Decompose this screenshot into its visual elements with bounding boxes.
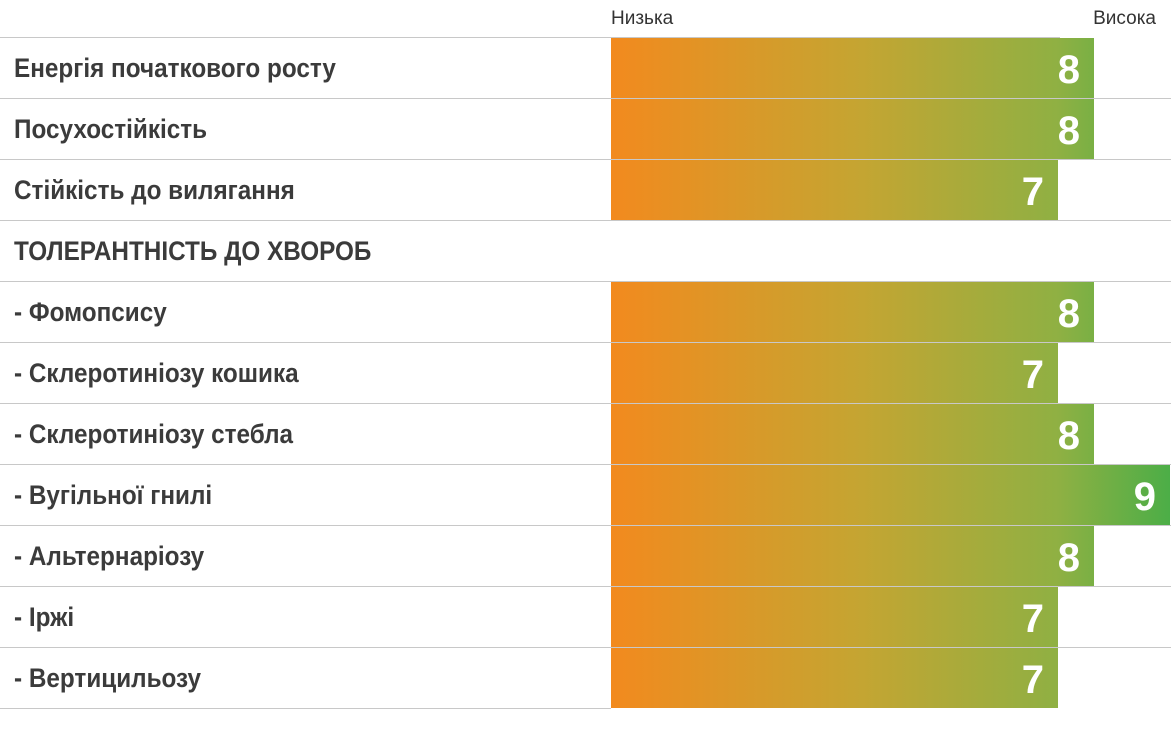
rating-bar: 8 <box>611 404 1094 464</box>
rating-bar-fill <box>611 404 1094 464</box>
row-label: - Склеротиніозу стебла <box>14 419 294 449</box>
rating-value-label: 7 <box>1021 353 1044 397</box>
rating-bar: 8 <box>611 38 1094 98</box>
row-label: Посухостійкість <box>14 114 208 144</box>
row-separator <box>0 98 1171 99</box>
row-separator <box>0 708 611 709</box>
rating-row: - Склеротиніозу стебла 8 <box>0 403 1171 464</box>
row-separator <box>0 37 1060 38</box>
rating-bar: 8 <box>611 526 1094 586</box>
rating-bar: 8 <box>611 282 1094 342</box>
rating-value-label: 9 <box>1133 475 1156 519</box>
rating-row: Стійкість до вилягання 7 <box>0 159 1171 220</box>
rating-bar-fill <box>611 526 1094 586</box>
rating-bar-fill <box>611 282 1094 342</box>
row-label: Стійкість до вилягання <box>14 175 295 205</box>
row-label: Енергія початкового росту <box>14 53 336 83</box>
rating-bar: 9 <box>611 465 1170 525</box>
rating-value-label: 7 <box>1021 597 1044 641</box>
rating-value-label: 8 <box>1057 414 1080 458</box>
rating-bar-fill <box>611 587 1058 647</box>
row-label: - Фомопсису <box>14 297 167 327</box>
rating-row: Посухостійкість 8 <box>0 98 1171 159</box>
row-label: - Вертицильозу <box>14 663 202 693</box>
section-heading-row: ТОЛЕРАНТНІСТЬ ДО ХВОРОБ <box>0 220 1171 281</box>
rating-bar-fill <box>611 465 1170 525</box>
section-heading: ТОЛЕРАНТНІСТЬ ДО ХВОРОБ <box>14 236 372 266</box>
rating-row: - Вертицильозу 7 <box>0 647 1171 708</box>
rating-value-label: 8 <box>1057 109 1080 153</box>
rating-row: - Вугільної гнилі 9 <box>0 464 1171 525</box>
row-separator <box>0 525 1171 526</box>
rating-value-label: 8 <box>1057 292 1080 336</box>
row-separator <box>0 647 1171 648</box>
row-label: - Іржі <box>14 602 75 632</box>
row-separator <box>0 159 1171 160</box>
rating-bar: 7 <box>611 343 1058 403</box>
row-separator <box>0 281 1171 282</box>
rating-bar-fill <box>611 343 1058 403</box>
row-separator <box>0 586 1171 587</box>
rating-bar: 8 <box>611 99 1094 159</box>
rating-bar-fill <box>611 38 1094 98</box>
scale-label-high: Висока <box>1093 8 1156 29</box>
row-separator <box>0 464 1171 465</box>
rating-bar-fill <box>611 160 1058 220</box>
rating-row: - Фомопсису 8 <box>0 281 1171 342</box>
rating-value-label: 7 <box>1021 658 1044 702</box>
scale-label-low: Низька <box>611 8 674 29</box>
row-label: - Вугільної гнилі <box>14 480 213 510</box>
row-label: - Альтернаріозу <box>14 541 205 571</box>
rating-row: - Іржі 7 <box>0 586 1171 647</box>
row-separator <box>0 342 1171 343</box>
rating-bar-fill <box>611 648 1058 708</box>
rating-value-label: 8 <box>1057 48 1080 92</box>
rating-bar: 7 <box>611 648 1058 708</box>
row-label: - Склеротиніозу кошика <box>14 358 299 388</box>
rating-bar: 7 <box>611 160 1058 220</box>
rating-row: - Альтернаріозу 8 <box>0 525 1171 586</box>
rating-bar-fill <box>611 99 1094 159</box>
rating-row: Енергія початкового росту 8 <box>0 37 1171 98</box>
rating-value-label: 8 <box>1057 536 1080 580</box>
row-separator <box>0 403 1171 404</box>
rating-row: - Склеротиніозу кошика 7 <box>0 342 1171 403</box>
row-separator <box>0 220 1171 221</box>
rating-bar: 7 <box>611 587 1058 647</box>
rating-value-label: 7 <box>1021 170 1044 214</box>
